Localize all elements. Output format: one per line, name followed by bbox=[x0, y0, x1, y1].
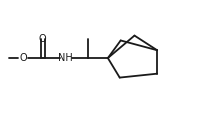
Text: O: O bbox=[19, 53, 27, 63]
Text: NH: NH bbox=[58, 53, 73, 63]
Text: O: O bbox=[39, 33, 47, 44]
